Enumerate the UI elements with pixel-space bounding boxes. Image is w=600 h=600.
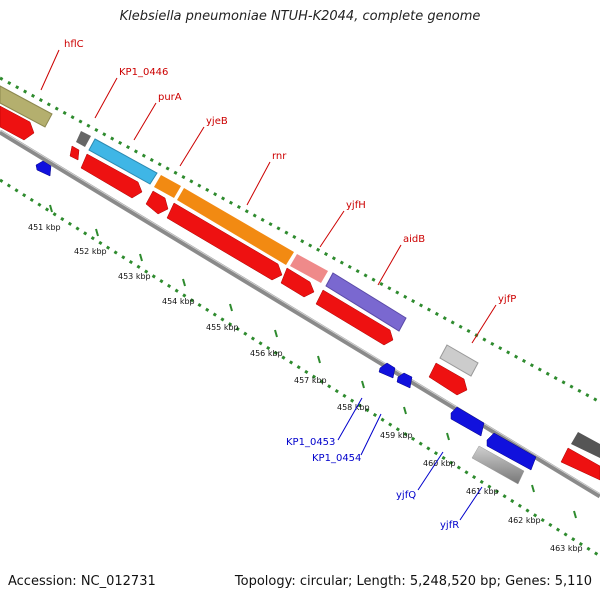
- cds-arrow-4[interactable]: [145, 190, 169, 215]
- cds-arrow-rev-1[interactable]: [35, 160, 52, 177]
- gene-bar-yjeB-a[interactable]: [154, 175, 181, 198]
- cds-arrow-5[interactable]: [166, 202, 283, 281]
- gene-label-yjfQ: yjfQ: [396, 490, 416, 501]
- genome-backbone: [0, 129, 600, 499]
- tick-label-462: 462 kbp: [508, 516, 541, 525]
- gene-bar-yjfH[interactable]: [290, 254, 328, 283]
- gene-label-KP1_0453: KP1_0453: [286, 437, 335, 448]
- tick-label-460: 460 kbp: [423, 459, 456, 468]
- tick-label-453: 453 kbp: [118, 272, 151, 281]
- genome-backbone-highlight: [0, 129, 600, 495]
- cds-arrow-rev-4[interactable]: [450, 406, 485, 437]
- gene-label-yjfH: yjfH: [346, 200, 366, 211]
- reverse-gene-labels: KP1_0453 KP1_0454 yjfQ yjfR: [286, 437, 459, 531]
- cds-arrow-rev-5[interactable]: [486, 432, 537, 471]
- gene-bar-right-edge[interactable]: [571, 432, 600, 458]
- reverse-cds-arrows: [35, 160, 537, 485]
- reverse-label-leaders: [337, 397, 483, 521]
- gene-label-KP1_0446: KP1_0446: [119, 67, 168, 78]
- cds-arrow-3[interactable]: [80, 153, 143, 199]
- gene-bar-purA[interactable]: [88, 138, 158, 185]
- accession-text: Accession: NC_012731: [8, 574, 156, 589]
- cds-arrow-rev-2[interactable]: [378, 362, 396, 379]
- cds-arrow-6[interactable]: [280, 267, 315, 298]
- cds-arrow-9[interactable]: [560, 447, 600, 481]
- tick-label-463: 463 kbp: [550, 544, 583, 553]
- tick-label-455: 455 kbp: [206, 323, 239, 332]
- gene-bar-yjeB-b[interactable]: [177, 188, 294, 265]
- tick-label-459: 459 kbp: [380, 431, 413, 440]
- forward-cds-arrows: [0, 105, 600, 481]
- gene-bar-KP1_0446[interactable]: [76, 131, 91, 147]
- gene-bar-hflC[interactable]: [0, 85, 53, 128]
- tick-label-458: 458 kbp: [337, 403, 370, 412]
- gene-bar-aidB[interactable]: [325, 272, 407, 332]
- gene-label-KP1_0454: KP1_0454: [312, 453, 361, 464]
- gene-bar-yjfP[interactable]: [439, 344, 479, 377]
- cds-arrow-rev-3[interactable]: [396, 372, 413, 389]
- gene-label-hflC: hflC: [64, 39, 84, 50]
- gene-label-yjeB: yjeB: [206, 116, 228, 127]
- kbp-tick-labels: 451 kbp 452 kbp 453 kbp 454 kbp 455 kbp …: [28, 223, 583, 553]
- forward-label-leaders: [40, 49, 497, 344]
- tick-label-451: 451 kbp: [28, 223, 61, 232]
- tick-label-461: 461 kbp: [466, 487, 499, 496]
- gene-label-yjfP: yjfP: [498, 294, 516, 305]
- gene-bar-yjfR[interactable]: [471, 445, 525, 485]
- cds-arrow-2[interactable]: [69, 145, 80, 161]
- gene-label-yjfR: yjfR: [440, 520, 459, 531]
- map-title: Klebsiella pneumoniae NTUH-K2044, comple…: [119, 9, 481, 24]
- outer-dotted-ring: [0, 76, 600, 404]
- cds-arrow-8[interactable]: [428, 362, 468, 396]
- gene-label-aidB: aidB: [403, 234, 425, 245]
- cds-arrow-1[interactable]: [0, 105, 35, 141]
- tick-label-452: 452 kbp: [74, 247, 107, 256]
- gene-feature-track: [0, 85, 600, 458]
- gene-label-purA: purA: [158, 92, 182, 103]
- tick-label-457: 457 kbp: [294, 376, 327, 385]
- tick-label-454: 454 kbp: [162, 297, 195, 306]
- gene-label-rnr: rnr: [272, 151, 287, 162]
- forward-gene-labels: hflC KP1_0446 purA yjeB rnr yjfH aidB yj…: [64, 39, 516, 305]
- genome-info-text: Topology: circular; Length: 5,248,520 bp…: [234, 574, 592, 589]
- tick-label-456: 456 kbp: [250, 349, 283, 358]
- cds-arrow-7[interactable]: [315, 289, 394, 346]
- inner-dotted-ring: [0, 178, 600, 558]
